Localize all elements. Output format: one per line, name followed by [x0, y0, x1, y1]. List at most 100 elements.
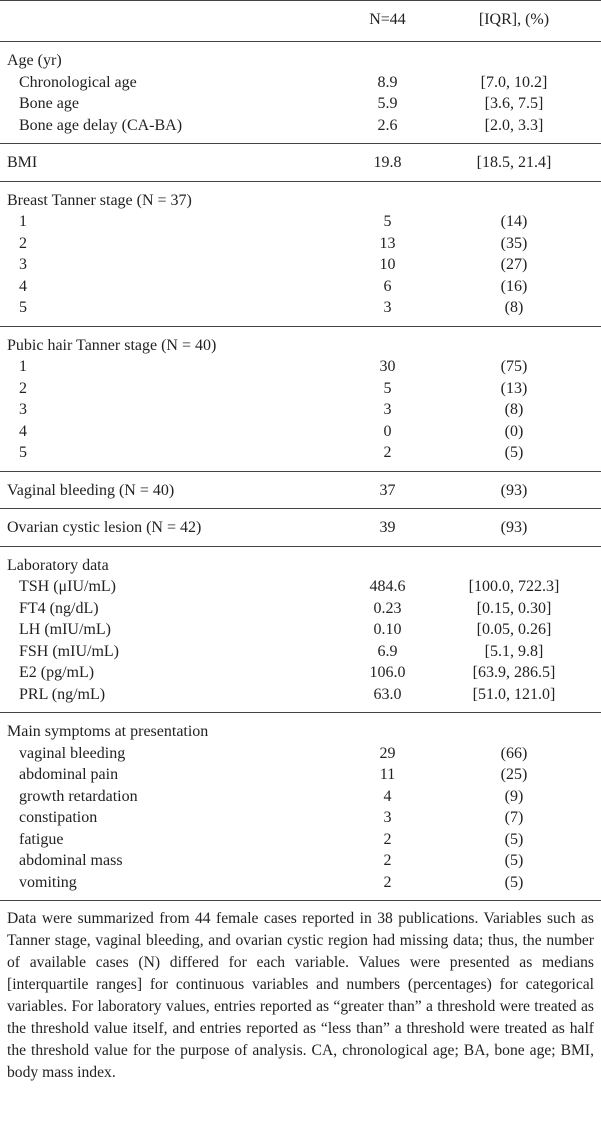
table-row: 1 5 (14) [0, 211, 601, 233]
table-row: vaginal bleeding 29 (66) [0, 743, 601, 765]
section-title-row: Pubic hair Tanner stage (N = 40) [0, 335, 601, 357]
row-label: Bone age delay (CA-BA) [19, 116, 183, 134]
section-title: Breast Tanner stage (N = 37) [7, 191, 192, 209]
row-label: 5 [19, 444, 27, 461]
table-section: Pubic hair Tanner stage (N = 40) 1 30 (75) 2… [0, 327, 601, 472]
row-label: 2 [19, 379, 27, 397]
row-label: LH (mIU/mL) [19, 621, 111, 638]
n-cell: 0.10 [373, 621, 402, 638]
iqr-cell: (5) [504, 873, 524, 891]
n-cell: 29 [379, 744, 396, 762]
n-cell: 6.9 [377, 642, 398, 660]
row-label: 5 [19, 299, 27, 316]
row-label: TSH (μIU/mL) [19, 578, 117, 595]
iqr-cell: [0.15, 0.30] [476, 599, 552, 617]
row-label: 1 [19, 213, 27, 230]
row-label: fatigue [19, 830, 64, 848]
iqr-cell: (75) [500, 358, 528, 375]
table-row: abdominal pain 11 (25) [0, 764, 601, 786]
section-title: Pubic hair Tanner stage (N = 40) [7, 336, 217, 354]
n-cell: 0.23 [373, 599, 402, 617]
n-cell: 2 [383, 444, 392, 461]
section-title-row: Breast Tanner stage (N = 37) [0, 190, 601, 212]
table-section: Ovarian cystic lesion (N = 42) 39 (93) [0, 509, 601, 547]
row-label: FSH (mIU/mL) [19, 642, 119, 660]
section-title: BMI [7, 154, 38, 171]
n-cell: 484.6 [369, 578, 406, 595]
n-cell: 63.0 [373, 685, 402, 703]
n-cell: 13 [379, 234, 396, 252]
iqr-cell: (8) [504, 299, 524, 316]
n-cell: 3 [383, 299, 392, 316]
iqr-cell: (0) [504, 422, 524, 440]
table-row: Bone age 5.9 [3.6, 7.5] [0, 93, 601, 115]
iqr-cell: (14) [500, 213, 528, 230]
table-row: Chronological age 8.9 [7.0, 10.2] [0, 72, 601, 94]
iqr-cell: (66) [500, 744, 528, 762]
section-title-row: Age (yr) [0, 50, 601, 72]
n-cell: 0 [383, 422, 392, 440]
table-header: N=44 [IQR], (%) [0, 0, 601, 42]
iqr-cell: (8) [504, 401, 524, 418]
row-label: 2 [19, 234, 27, 252]
row-label: E2 (pg/mL) [19, 664, 95, 681]
table-row: 5 2 (5) [0, 442, 601, 464]
table-row: Bone age delay (CA-BA) 2.6 [2.0, 3.3] [0, 115, 601, 137]
row-label: abdominal pain [19, 766, 119, 783]
row-label: 4 [19, 277, 27, 295]
n-cell: 30 [379, 358, 396, 375]
table-row: 5 3 (8) [0, 297, 601, 319]
n-cell: 39 [379, 519, 396, 536]
table-section: Main symptoms at presentation vaginal ble… [0, 713, 601, 901]
n-cell: 3 [383, 401, 392, 418]
table-section: Age (yr) Chronological age 8.9 [7.0, 10.2] B… [0, 42, 601, 144]
row-label: Chronological age [19, 73, 137, 91]
table-row: E2 (pg/mL) 106.0 [63.9, 286.5] [0, 662, 601, 684]
section-title-row: Vaginal bleeding (N = 40) 37 (93) [0, 480, 601, 502]
row-label: growth retardation [19, 787, 138, 805]
iqr-cell: (13) [500, 379, 528, 397]
iqr-cell: [100.0, 722.3] [468, 578, 560, 595]
iqr-cell: (35) [500, 234, 528, 252]
row-label: vomiting [19, 873, 77, 891]
table-row: 4 0 (0) [0, 421, 601, 443]
table-section: Vaginal bleeding (N = 40) 37 (93) [0, 472, 601, 509]
table-row: TSH (μIU/mL) 484.6 [100.0, 722.3] [0, 576, 601, 598]
row-label: 1 [19, 358, 27, 375]
iqr-cell: [2.0, 3.3] [484, 116, 544, 134]
section-title-row: BMI 19.8 [18.5, 21.4] [0, 152, 601, 174]
section-title-row: Laboratory data [0, 555, 601, 577]
table-row: PRL (ng/mL) 63.0 [51.0, 121.0] [0, 684, 601, 706]
n-cell: 11 [379, 766, 396, 783]
n-cell: 6 [383, 277, 392, 295]
iqr-cell: (93) [500, 481, 528, 499]
n-cell: 10 [379, 256, 396, 273]
section-title-row: Ovarian cystic lesion (N = 42) 39 (93) [0, 517, 601, 539]
n-cell: 37 [379, 481, 396, 499]
table-body: Age (yr) Chronological age 8.9 [7.0, 10.2] B… [0, 42, 601, 901]
n-cell: 2 [383, 873, 392, 891]
n-cell: 4 [383, 787, 392, 805]
section-title: Main symptoms at presentation [7, 723, 209, 740]
table-section: Laboratory data TSH (μIU/mL) 484.6 [100.0, … [0, 547, 601, 713]
n-cell: 5 [383, 213, 392, 230]
row-label: PRL (ng/mL) [19, 685, 106, 703]
table-row: constipation 3 (7) [0, 807, 601, 829]
table-row: FSH (mIU/mL) 6.9 [5.1, 9.8] [0, 641, 601, 663]
table-row: 3 3 (8) [0, 399, 601, 421]
row-label: FT4 (ng/dL) [19, 599, 99, 617]
n-cell: 2 [383, 852, 392, 869]
table-section: BMI 19.8 [18.5, 21.4] [0, 144, 601, 182]
footnote: Data were summarized from 44 female case… [7, 910, 594, 1081]
iqr-cell: [7.0, 10.2] [480, 73, 548, 91]
n-cell: 106.0 [369, 664, 406, 681]
table-row: 1 30 (75) [0, 356, 601, 378]
table-row: vomiting 2 (5) [0, 872, 601, 894]
iqr-cell: [3.6, 7.5] [484, 95, 544, 112]
table-row: 2 13 (35) [0, 233, 601, 255]
iqr-cell: (16) [500, 277, 528, 295]
iqr-cell: [5.1, 9.8] [484, 642, 544, 660]
n-cell: 5.9 [377, 95, 398, 112]
iqr-cell: (25) [500, 766, 528, 783]
